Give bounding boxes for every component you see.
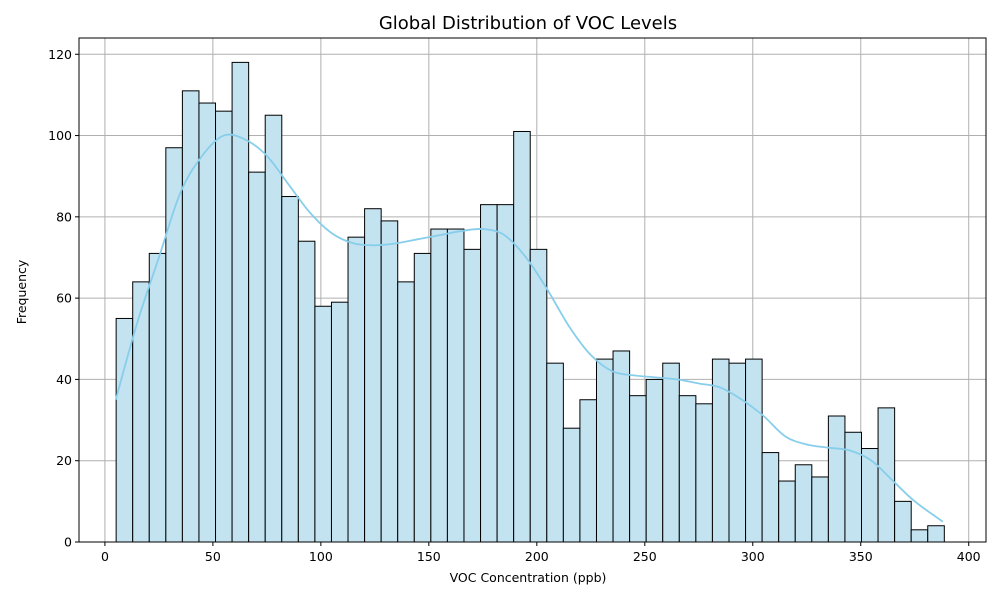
- histogram-bar-29: [595, 358, 614, 543]
- histogram-bar-19: [430, 228, 448, 543]
- histogram-bar-49: [927, 525, 945, 543]
- x-tick-label-1: 50: [205, 549, 221, 564]
- histogram-bar-43: [827, 415, 846, 543]
- kde-curve: [114, 133, 944, 523]
- histogram-bar-23: [496, 204, 515, 543]
- y-tick-label-4: 80: [56, 209, 72, 224]
- histogram-bar-48: [910, 529, 929, 543]
- histogram-bar-12: [314, 305, 332, 543]
- histogram-bar-25: [529, 248, 548, 543]
- histogram-bar-13: [330, 301, 349, 543]
- histogram-bar-17: [397, 281, 415, 543]
- histogram-bar-18: [413, 252, 432, 543]
- histogram-bar-44: [844, 431, 863, 543]
- x-tick-label-2: 100: [309, 549, 333, 564]
- histogram-bar-31: [629, 395, 647, 543]
- histogram-bar-40: [778, 480, 796, 543]
- y-axis-label: Frequency: [14, 259, 29, 324]
- histogram-bar-1: [132, 281, 150, 543]
- histogram-bar-2: [148, 252, 167, 543]
- histogram-bar-15: [364, 208, 382, 543]
- histogram-bar-39: [761, 452, 780, 543]
- y-tick-label-3: 60: [56, 291, 72, 306]
- histogram-bar-22: [480, 204, 498, 543]
- histogram-bar-35: [695, 403, 713, 543]
- x-axis-ticks: 0 50 100 150 200 250 300 350 400: [101, 542, 981, 564]
- histogram-bar-8: [248, 171, 266, 543]
- histogram-bar-9: [264, 114, 283, 543]
- histogram-bar-33: [662, 362, 680, 543]
- histogram-bar-11: [297, 240, 316, 543]
- chart-title: Global Distribution of VOC Levels: [379, 13, 677, 34]
- histogram-bar-0: [115, 317, 134, 543]
- histogram-bars: [115, 61, 945, 543]
- histogram-bar-24: [513, 130, 531, 543]
- x-tick-label-5: 250: [633, 549, 657, 564]
- histogram-bar-27: [562, 427, 581, 543]
- histogram-bar-7: [231, 61, 250, 543]
- histogram-bar-34: [678, 395, 697, 543]
- histogram-bar-30: [612, 350, 631, 543]
- histogram-bar-32: [645, 378, 664, 543]
- histogram-bar-20: [446, 228, 465, 543]
- histogram-bar-3: [165, 147, 183, 543]
- histogram-bar-26: [546, 362, 564, 543]
- x-tick-label-8: 400: [957, 549, 981, 564]
- histogram-bar-21: [463, 248, 482, 543]
- plot-frame: [78, 37, 987, 543]
- x-tick-label-4: 200: [525, 549, 549, 564]
- y-axis-ticks: 0 20 40 60 80 100 120: [48, 47, 79, 550]
- y-tick-label-0: 0: [64, 535, 72, 550]
- y-tick-label-2: 40: [56, 372, 72, 387]
- x-tick-label-3: 150: [417, 549, 441, 564]
- histogram-bar-14: [347, 236, 366, 543]
- x-tick-label-0: 0: [101, 549, 109, 564]
- histogram-bar-6: [215, 110, 233, 543]
- histogram-bar-16: [380, 220, 399, 543]
- histogram-bar-5: [198, 102, 217, 543]
- histogram-bar-41: [794, 464, 813, 543]
- histogram-bar-47: [894, 500, 912, 543]
- histogram-bar-42: [811, 476, 829, 543]
- x-tick-label-7: 350: [849, 549, 873, 564]
- y-tick-label-6: 120: [48, 47, 72, 62]
- histogram-bar-37: [728, 362, 747, 543]
- y-tick-label-1: 20: [56, 453, 72, 468]
- histogram-bar-10: [281, 196, 299, 543]
- histogram-bar-45: [861, 448, 879, 543]
- x-axis-label: VOC Concentration (ppb): [450, 570, 607, 585]
- histogram-bar-4: [181, 90, 200, 543]
- x-tick-label-6: 300: [741, 549, 765, 564]
- y-tick-label-5: 100: [48, 128, 72, 143]
- histogram-bar-38: [745, 358, 763, 543]
- histogram-bar-28: [579, 399, 597, 543]
